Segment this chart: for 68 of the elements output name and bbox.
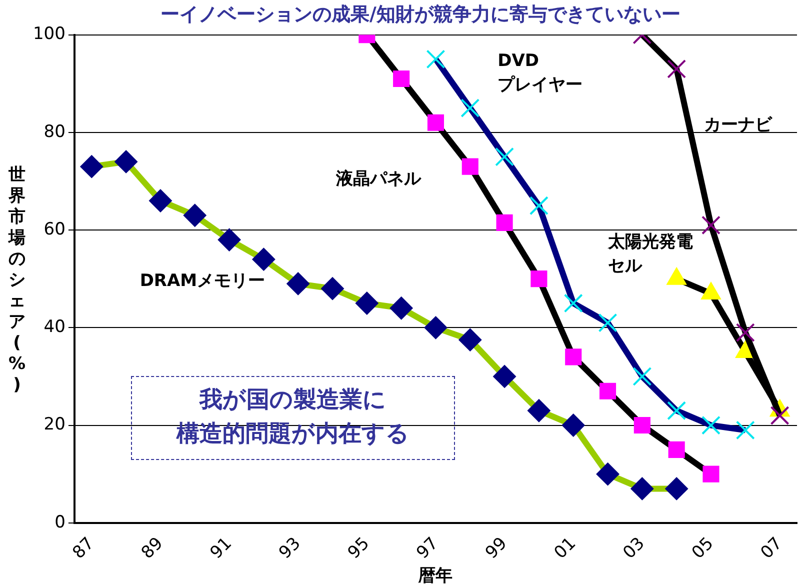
point — [770, 406, 790, 425]
point — [493, 364, 516, 388]
x-tick-label: 89 — [138, 534, 168, 564]
y-tick-label: 0 — [54, 512, 66, 532]
point — [527, 399, 550, 422]
point — [252, 248, 276, 271]
point — [355, 292, 378, 315]
point — [286, 272, 310, 296]
text: 世界市場のシェア(%) — [8, 165, 26, 395]
point — [426, 50, 446, 69]
point — [114, 150, 138, 174]
point — [148, 189, 172, 212]
point — [598, 313, 618, 332]
point — [530, 270, 548, 288]
series-label: カーナビ — [704, 114, 772, 137]
series-label: DRAMメモリー — [140, 270, 266, 294]
chart-title: ーイノベーションの成果/知財が競争力に寄与できていないー — [160, 3, 680, 26]
point — [427, 114, 444, 131]
y-tick-label: 60 — [44, 219, 66, 240]
point — [460, 98, 480, 118]
point — [565, 348, 582, 366]
x-tick-label: 99 — [482, 534, 512, 564]
point — [630, 477, 654, 500]
y-tick-label: 20 — [44, 414, 66, 435]
series-label: 太陽光発電セル — [608, 231, 693, 278]
point — [80, 155, 104, 178]
series-label: DVDプレイヤー — [498, 50, 583, 98]
annotation: 我が国の製造業に構造的問題が内在する — [131, 376, 455, 460]
point — [564, 294, 583, 313]
point — [218, 228, 241, 252]
point — [665, 477, 688, 500]
y-tick-label: 80 — [44, 122, 66, 142]
point — [632, 366, 652, 386]
x-tick-label: 07 — [757, 534, 786, 564]
point — [390, 296, 413, 320]
x-tick-label: 95 — [344, 534, 374, 564]
text: 液晶パネル — [336, 168, 421, 191]
point — [701, 216, 720, 235]
x-tick-label: 93 — [275, 534, 305, 564]
x-tick-label: 01 — [550, 534, 580, 564]
point — [702, 466, 720, 482]
point — [458, 328, 482, 352]
x-axis-title: 暦年 — [418, 566, 453, 586]
point — [462, 158, 478, 175]
point — [393, 70, 410, 88]
point — [667, 59, 686, 78]
point — [529, 196, 548, 216]
point — [599, 382, 616, 400]
point — [495, 147, 514, 166]
x-tick-label: 05 — [688, 534, 718, 564]
point — [321, 277, 344, 300]
point — [736, 323, 755, 342]
x-tick-label: 97 — [412, 534, 442, 564]
y-tick-label: 100 — [32, 24, 66, 44]
y-tick-label: 40 — [44, 317, 66, 338]
point — [562, 414, 585, 437]
point — [424, 316, 448, 340]
x-tick-label: 91 — [206, 534, 236, 564]
point — [668, 441, 685, 458]
point — [183, 204, 206, 227]
point — [667, 401, 686, 420]
point — [736, 420, 755, 440]
point — [496, 214, 513, 231]
point — [596, 462, 620, 486]
point — [634, 416, 650, 434]
x-tick-label: 03 — [619, 534, 649, 564]
point — [701, 416, 720, 435]
x-tick-label: 87 — [68, 534, 98, 564]
